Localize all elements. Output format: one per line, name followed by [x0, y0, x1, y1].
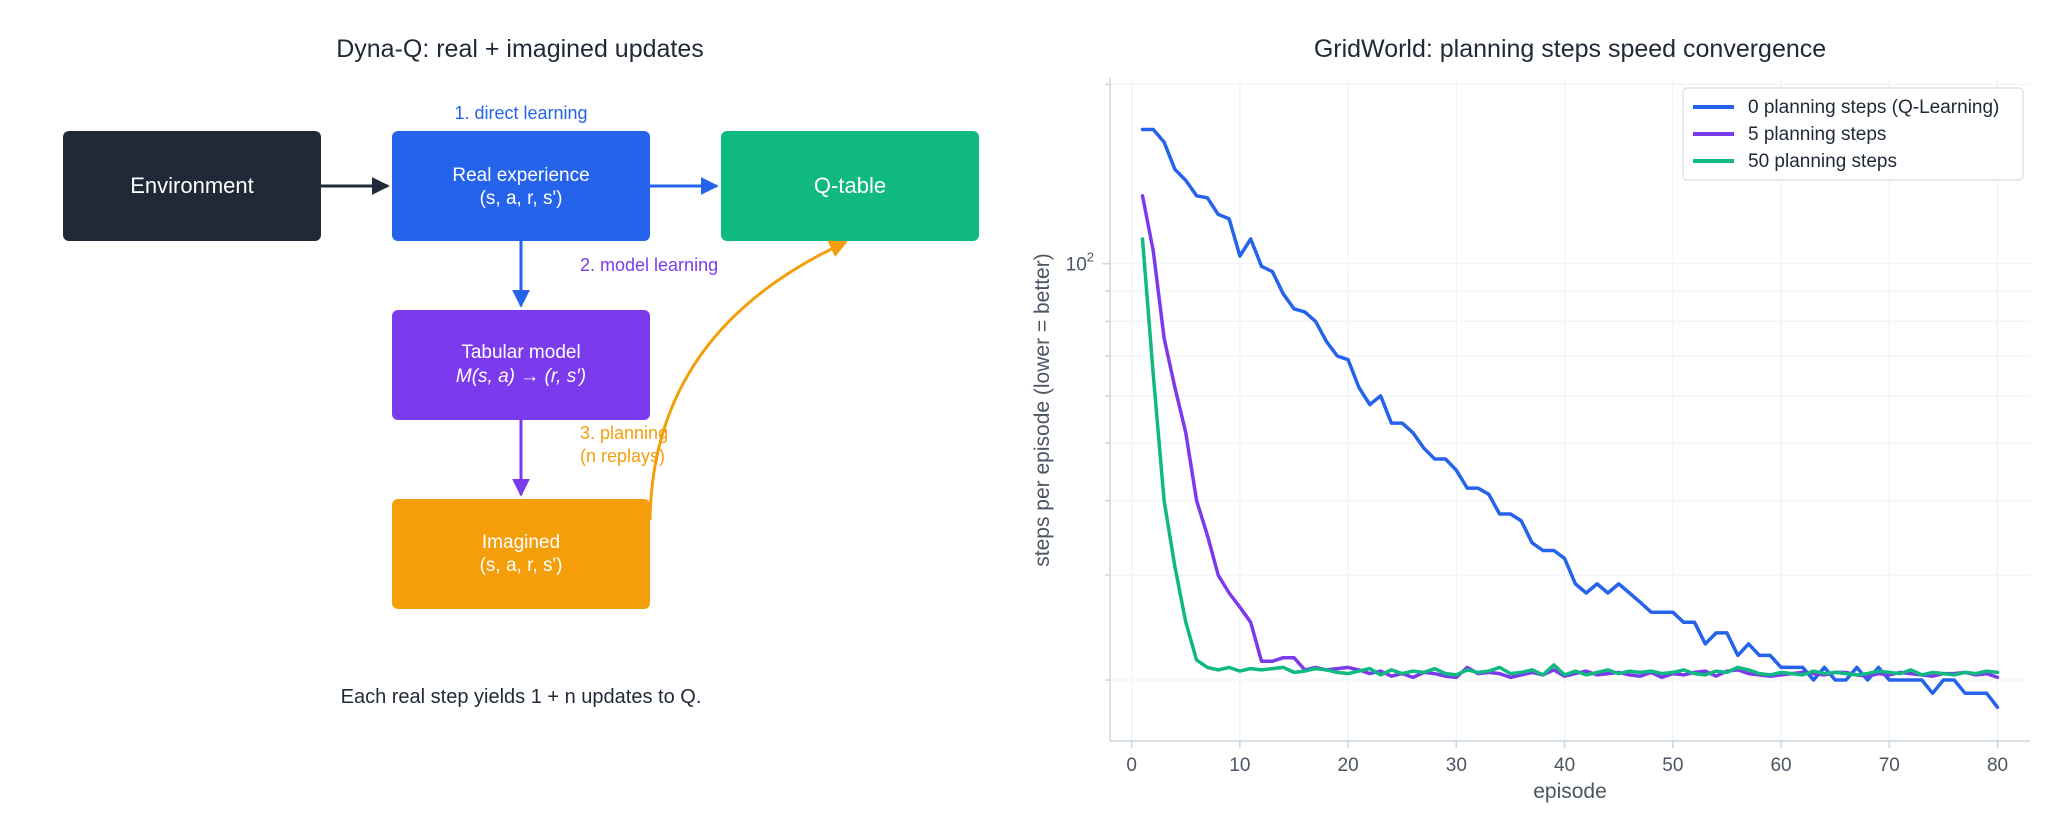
q-table-box-bg [721, 131, 979, 241]
imagined-tuple: (s, a, r, s') [480, 555, 563, 576]
chart-grid [1110, 78, 2030, 741]
diagram-title: Dyna-Q: real + imagined updates [336, 35, 704, 63]
imagined-box: Imagined (s, a, r, s') [392, 499, 650, 609]
imagined-box-bg [392, 499, 650, 609]
legend-frame [1682, 87, 2024, 181]
convergence-chart: GridWorld: planning steps speed converge… [1031, 35, 2030, 803]
chart-axes [1109, 78, 2030, 742]
x-tick-label-20: 20 [1338, 755, 1359, 776]
direct-learning-label: 1. direct learning [454, 103, 587, 123]
model-learning-label: 2. model learning [580, 255, 718, 275]
imagined-label: Imagined [482, 532, 560, 553]
real-experience-box: Real experience (s, a, r, s') [392, 131, 650, 241]
x-tick-label-30: 30 [1446, 755, 1467, 776]
tabular-model-box: Tabular model M(s, a) → (r, s′) [392, 310, 650, 420]
legend-label-0-planning: 0 planning steps (Q-Learning) [1748, 97, 1999, 118]
legend-label-50-planning: 50 planning steps [1748, 151, 1897, 172]
series-line-0 [1140, 127, 2000, 710]
x-tick-label-0: 0 [1126, 755, 1137, 776]
tabular-model-formula: M(s, a) → (r, s′) [456, 366, 586, 387]
q-table-label: Q-table [814, 173, 886, 198]
planning-label: 3. planning [580, 423, 668, 443]
environment-box: Environment [63, 131, 321, 241]
series-line-2 [1140, 237, 2000, 677]
diagram-caption: Each real step yields 1 + n updates to Q… [341, 686, 702, 708]
q-table-box: Q-table [721, 131, 979, 241]
planning-replays-label: (n replays) [580, 446, 665, 466]
x-ticks: 0 10 20 30 40 50 60 70 80 [1126, 741, 2008, 776]
environment-box-bg [63, 131, 321, 241]
series-line-1 [1140, 194, 2000, 680]
x-tick-label-40: 40 [1554, 755, 1575, 776]
legend-label-5-planning: 5 planning steps [1748, 124, 1886, 145]
x-axis-label: episode [1533, 780, 1607, 803]
dyna-q-diagram: Dyna-Q: real + imagined updates Environm… [63, 35, 979, 708]
real-experience-box-bg [392, 131, 650, 241]
chart-title: GridWorld: planning steps speed converge… [1314, 35, 1826, 63]
x-tick-label-70: 70 [1879, 755, 1900, 776]
x-tick-label-10: 10 [1229, 755, 1250, 776]
real-experience-label: Real experience [452, 165, 589, 186]
real-experience-tuple: (s, a, r, s') [480, 188, 563, 209]
y-tick-label-100: 102 [1066, 250, 1094, 276]
chart-legend: 0 planning steps (Q-Learning) 5 planning… [1682, 87, 2024, 181]
tabular-model-label: Tabular model [461, 342, 580, 363]
x-tick-label-60: 60 [1770, 755, 1791, 776]
environment-label: Environment [130, 173, 254, 198]
arrow-imagined-to-qtable [648, 240, 848, 521]
tabular-model-box-bg [392, 310, 650, 420]
x-tick-label-80: 80 [1987, 755, 2008, 776]
x-tick-label-50: 50 [1662, 755, 1683, 776]
y-ticks: 102 [1066, 83, 1110, 681]
y-axis-label: steps per episode (lower = better) [1031, 253, 1054, 566]
chart-series [1140, 127, 2000, 710]
